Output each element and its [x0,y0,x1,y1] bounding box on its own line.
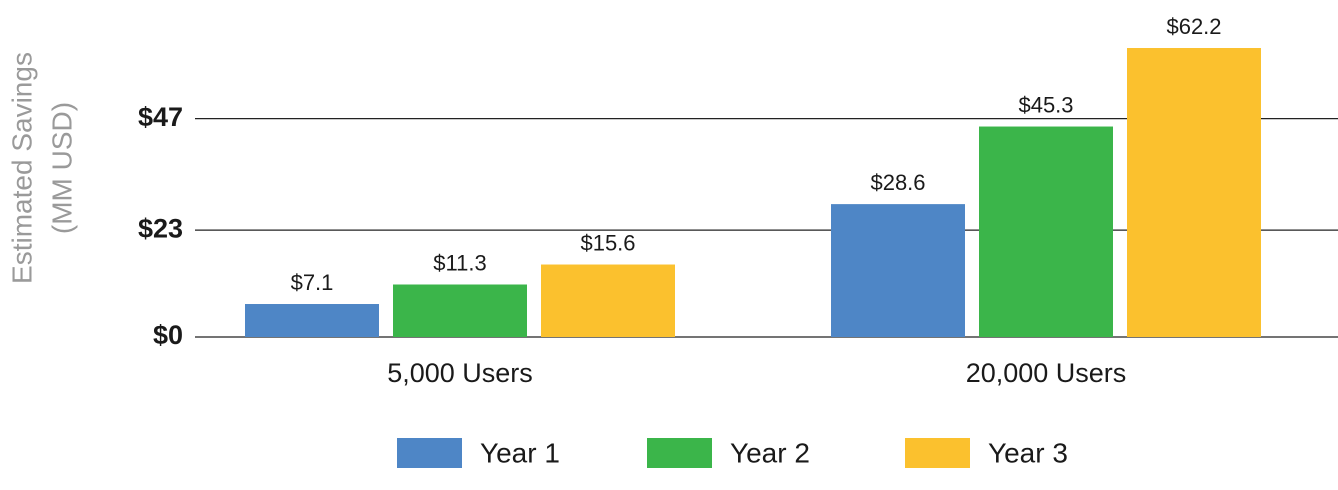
legend-swatch [905,438,970,468]
value-label: $45.3 [1018,92,1073,117]
y-tick-label: $47 [138,102,183,132]
bar [831,204,965,337]
bar [541,264,675,337]
value-label: $15.6 [580,230,635,255]
bar [979,126,1113,337]
legend-label: Year 2 [730,437,810,468]
legend-label: Year 3 [988,437,1068,468]
legend-swatch [397,438,462,468]
y-axis-label: Estimated Savings [6,52,37,284]
y-axis-label: (MM USD) [46,102,77,234]
x-tick-label: 5,000 Users [387,358,533,388]
bar [245,304,379,337]
value-label: $7.1 [291,270,334,295]
value-label: $62.2 [1166,14,1221,39]
x-tick-label: 20,000 Users [966,358,1127,388]
value-label: $28.6 [870,170,925,195]
legend-swatch [647,438,712,468]
legend-label: Year 1 [480,437,560,468]
bar [1127,48,1261,338]
y-tick-label: $23 [138,213,183,243]
y-tick-label: $0 [153,320,183,350]
value-label: $11.3 [433,250,486,275]
bar [393,284,527,337]
